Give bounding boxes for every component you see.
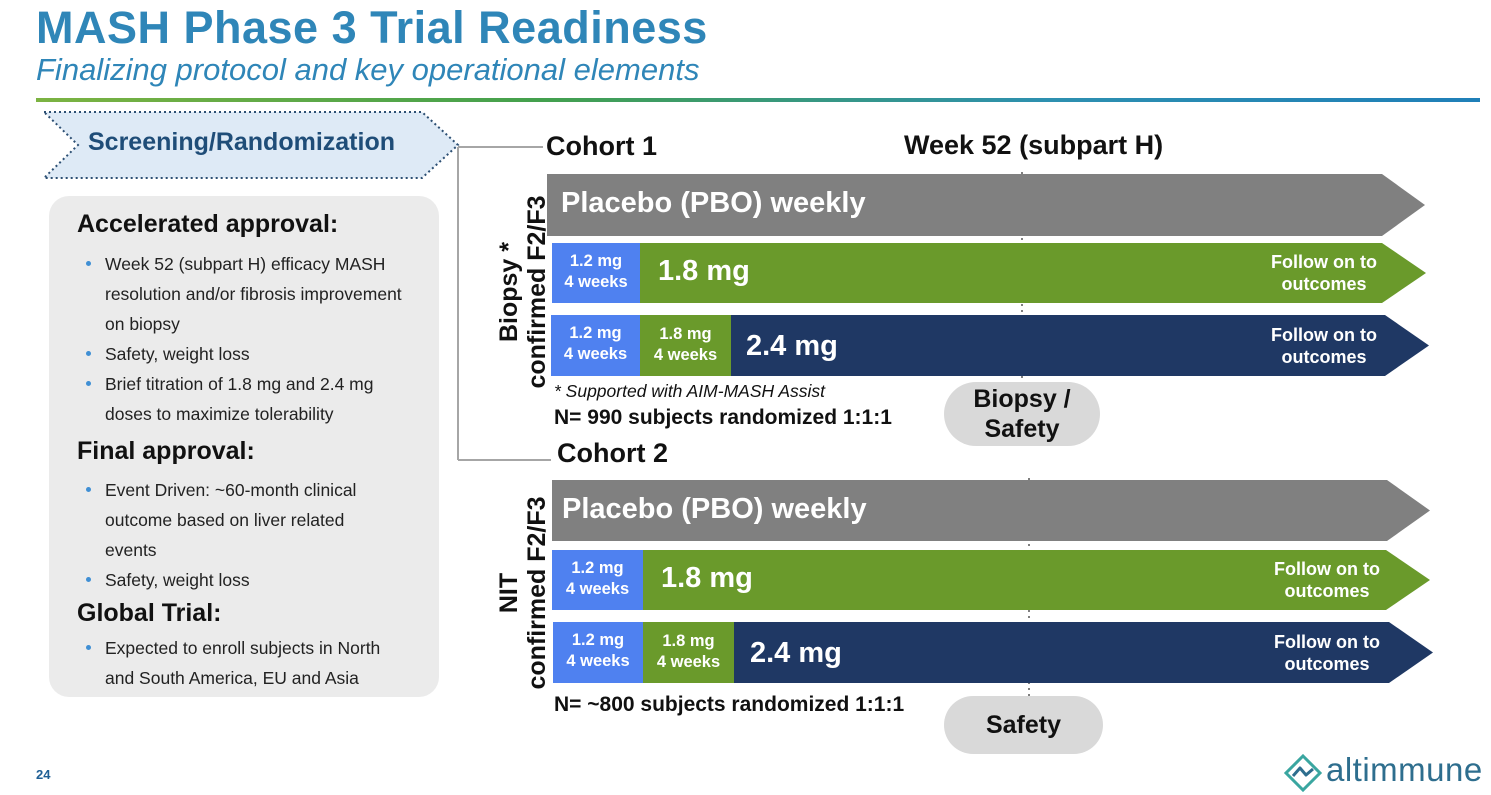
- page-title: MASH Phase 3 Trial Readiness: [36, 2, 708, 53]
- page-number: 24: [36, 767, 51, 782]
- screening-chevron: [42, 111, 460, 179]
- bullet-icon: [86, 487, 91, 492]
- cohort1-titration-b2: 1.8 mg 4 weeks: [653, 325, 718, 364]
- cohort1-label: Cohort 1: [546, 131, 657, 161]
- cohort1-titration-a: 1.2 mg 4 weeks: [564, 252, 628, 291]
- cohort2-placebo-label: Placebo (PBO) weekly: [562, 493, 867, 525]
- cohort2-side-label: NIT confirmed F2/F3: [495, 496, 551, 690]
- cohort-connector: [457, 146, 551, 461]
- cohort1-follow-b: Follow on to outcomes: [1271, 325, 1377, 367]
- bullet-icon: [86, 381, 91, 386]
- global-heading: Global Trial:: [77, 599, 222, 627]
- cohort2-label: Cohort 2: [557, 438, 668, 468]
- cohort1-dose18-bar: [552, 243, 1426, 303]
- cohort2-placebo-bar: [552, 480, 1430, 541]
- bullet-icon: [86, 351, 91, 356]
- cohort1-titration-b1: 1.2 mg 4 weeks: [563, 324, 628, 363]
- week-label: Week 52 (subpart H): [904, 130, 1164, 160]
- final-heading: Final approval:: [77, 437, 255, 465]
- cohort2-endpoint-pill: Safety: [944, 696, 1103, 754]
- cohort2-dose24-bar: [553, 622, 1433, 683]
- header-divider: [36, 98, 1480, 102]
- cohort2-titration-b2: 1.8 mg 4 weeks: [656, 632, 721, 671]
- accelerated-heading: Accelerated approval:: [77, 210, 339, 238]
- cohort1-dose24-bar: [551, 315, 1429, 376]
- cohort2-dose18-bar: [552, 550, 1430, 610]
- page-subtitle: Finalizing protocol and key operational …: [36, 52, 700, 87]
- altimmune-logo-icon: [1284, 754, 1322, 792]
- cohort1-endpoint-pill: Biopsy / Safety: [944, 382, 1100, 446]
- altimmune-logo-text: altimmune: [1326, 751, 1483, 788]
- info-panel: Accelerated approval: Week 52 (subpart H…: [49, 196, 439, 697]
- cohort2-follow-a: Follow on to outcomes: [1274, 559, 1380, 601]
- cohort1-dose24-label: 2.4 mg: [746, 330, 838, 362]
- cohort1-n-text: N= 990 subjects randomized 1:1:1: [554, 406, 892, 429]
- cohort2-n-text: N= ~800 subjects randomized 1:1:1: [554, 693, 905, 716]
- cohort1-footnote: * Supported with AIM-MASH Assist: [554, 381, 826, 401]
- bullet-icon: [86, 261, 91, 266]
- cohort2-titration-a: 1.2 mg 4 weeks: [565, 559, 630, 598]
- cohort2-dose18-label: 1.8 mg: [661, 562, 753, 594]
- screening-label: Screening/Randomization: [88, 128, 395, 156]
- cohort1-dose18-label: 1.8 mg: [658, 255, 750, 287]
- cohort1-follow-a: Follow on to outcomes: [1271, 252, 1377, 294]
- cohort2-titration-b1: 1.2 mg 4 weeks: [566, 631, 630, 670]
- cohort1-placebo-bar: [547, 174, 1425, 236]
- bullet-icon: [86, 645, 91, 650]
- bullet-icon: [86, 577, 91, 582]
- cohort1-placebo-label: Placebo (PBO) weekly: [561, 187, 866, 219]
- cohort2-dose24-label: 2.4 mg: [750, 637, 842, 669]
- cohort1-side-label: Biopsy * confirmed F2/F3: [495, 195, 551, 389]
- cohort2-follow-b: Follow on to outcomes: [1274, 632, 1380, 674]
